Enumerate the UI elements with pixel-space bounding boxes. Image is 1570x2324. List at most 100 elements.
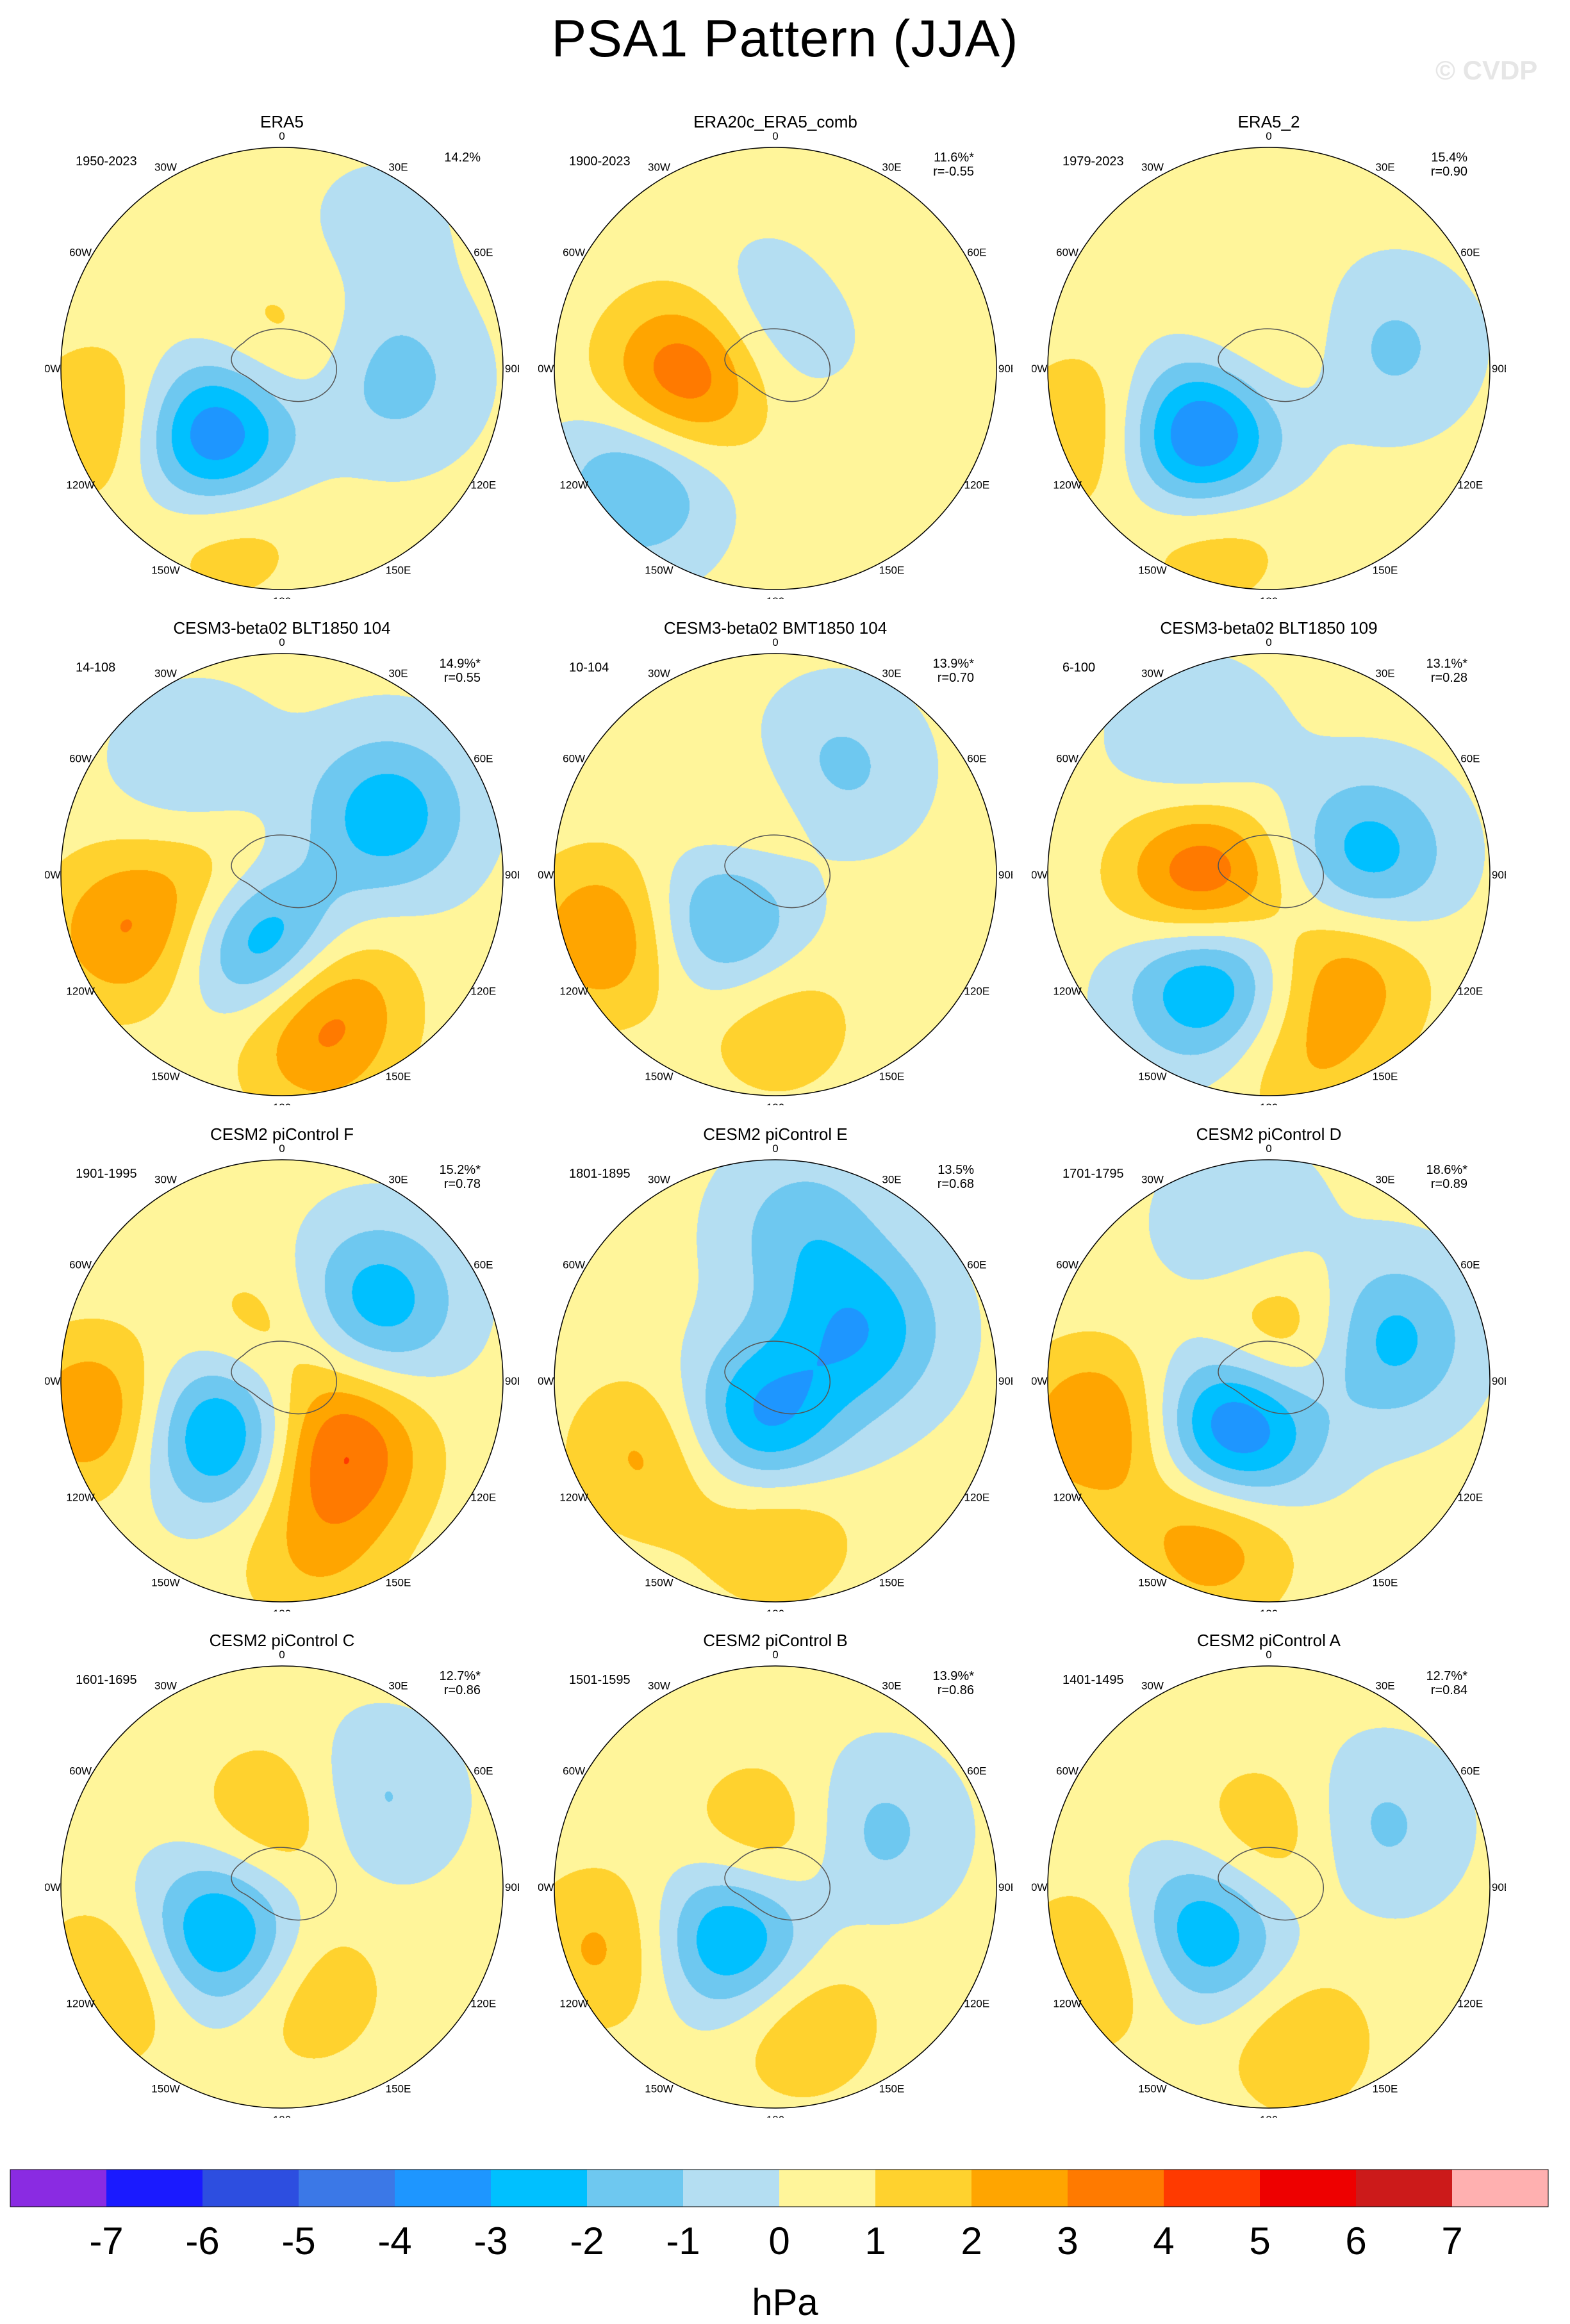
coastline xyxy=(724,1340,830,1415)
longitude-label: 30W xyxy=(648,1174,670,1186)
longitude-label: 0 xyxy=(279,636,285,648)
longitude-label: 60E xyxy=(1460,247,1480,259)
polar-map: 0 30E 60E 90E 120E 150E 180 150W 120W 90W 60W 30W xyxy=(1032,1142,1506,1611)
panel-period: 1979-2023 xyxy=(1062,154,1124,169)
longitude-label: 60E xyxy=(474,247,493,259)
longitude-label: 90E xyxy=(505,1375,519,1387)
longitude-label: 60W xyxy=(1056,753,1078,765)
longitude-label: 90E xyxy=(998,869,1012,881)
coastline xyxy=(724,834,830,909)
map-panel: CESM2 piControl F 1901-1995 15.2%* r=0.78 0 3… xyxy=(45,1125,519,1611)
longitude-label: 90E xyxy=(505,869,519,881)
panel-stats: 12.7%* r=0.86 xyxy=(440,1669,481,1697)
longitude-label: 60W xyxy=(69,753,92,765)
panel-correlation: r=0.86 xyxy=(937,1683,974,1697)
map-panel: CESM2 piControl A 1401-1495 12.7%* r=0.84 0 3… xyxy=(1032,1631,1506,2118)
field-contours xyxy=(1048,654,1490,1096)
colorbar-tick-label: 3 xyxy=(1057,2220,1078,2262)
colorbar-swatch xyxy=(875,2170,971,2207)
colorbar-units: hPa xyxy=(752,2282,818,2323)
longitude-label: 60E xyxy=(967,753,986,765)
longitude-label: 90W xyxy=(538,869,554,881)
longitude-label: 120E xyxy=(964,985,990,998)
coastline xyxy=(231,1847,337,1921)
longitude-label: 150E xyxy=(386,1576,411,1588)
longitude-label: 90E xyxy=(998,1881,1012,1893)
colorbar-swatch xyxy=(1068,2170,1164,2207)
longitude-label: 60W xyxy=(563,1765,585,1777)
longitude-label: 120E xyxy=(1458,479,1483,491)
map-border xyxy=(60,1665,504,2109)
colorbar-swatch xyxy=(683,2170,779,2207)
longitude-label: 150W xyxy=(1138,564,1166,576)
panel-title: CESM3-beta02 BLT1850 109 xyxy=(1160,618,1378,638)
longitude-label: 150E xyxy=(1373,1576,1398,1588)
panel-correlation: r=0.90 xyxy=(1430,165,1467,179)
longitude-label: 60W xyxy=(69,247,92,259)
longitude-label: 90E xyxy=(998,1375,1012,1387)
longitude-label: 120E xyxy=(1458,985,1483,998)
longitude-label: 90E xyxy=(505,363,519,375)
map-border xyxy=(1047,1665,1491,2109)
longitude-label: 30E xyxy=(388,1680,408,1692)
panel-stats: 14.9%* r=0.55 xyxy=(440,657,481,685)
panel-variance: 13.1%* xyxy=(1426,657,1468,671)
longitude-label: 90E xyxy=(1492,363,1506,375)
panel-title: CESM2 piControl F xyxy=(210,1125,354,1144)
longitude-label: 30W xyxy=(1141,668,1164,680)
colorbar-swatch xyxy=(1260,2170,1356,2207)
longitude-label: 0 xyxy=(1266,1142,1271,1155)
longitude-label: 30W xyxy=(648,161,670,174)
longitude-label: 120W xyxy=(559,479,588,491)
panel-stats: 13.9%* r=0.70 xyxy=(933,657,975,685)
longitude-label: 60E xyxy=(474,753,493,765)
longitude-label: 120E xyxy=(964,1998,990,2010)
longitude-label: 180 xyxy=(766,1608,784,1611)
panel-correlation: r=0.84 xyxy=(1430,1683,1467,1697)
longitude-label: 60W xyxy=(69,1765,92,1777)
longitude-label: 60W xyxy=(1056,1765,1078,1777)
field-contours xyxy=(554,654,996,1096)
colorbar-tick-label: -3 xyxy=(474,2220,508,2262)
colorbar-tick-label: 2 xyxy=(961,2220,982,2262)
longitude-label: 150W xyxy=(151,2082,179,2095)
longitude-label: 90W xyxy=(45,1375,60,1387)
longitude-label: 120W xyxy=(559,985,588,998)
panel-correlation: r=0.86 xyxy=(443,1683,481,1697)
longitude-label: 120W xyxy=(559,1998,588,2010)
panel-stats: 15.2%* r=0.78 xyxy=(440,1163,481,1191)
coastline xyxy=(1218,1340,1324,1415)
field-contours xyxy=(61,1666,503,2108)
colorbar-tick-label: -2 xyxy=(570,2220,604,2262)
longitude-label: 30E xyxy=(1375,1174,1394,1186)
panel-correlation: r=0.28 xyxy=(1430,671,1467,685)
longitude-label: 90W xyxy=(45,869,60,881)
panel-title: CESM2 piControl E xyxy=(703,1125,848,1144)
panel-variance: 13.9%* xyxy=(932,657,975,671)
longitude-label: 120W xyxy=(66,479,94,491)
colorbar-swatch xyxy=(779,2170,875,2207)
longitude-label: 150E xyxy=(1373,2082,1398,2095)
panel-period: 1401-1495 xyxy=(1062,1673,1124,1687)
longitude-label: 90E xyxy=(1492,1881,1506,1893)
panel-correlation: r=0.68 xyxy=(937,1177,974,1191)
longitude-label: 120W xyxy=(559,1492,588,1504)
longitude-label: 0 xyxy=(1266,636,1271,648)
coastline xyxy=(1218,1847,1324,1921)
longitude-label: 30W xyxy=(1141,1680,1164,1692)
longitude-label: 150E xyxy=(879,1576,905,1588)
longitude-label: 90W xyxy=(538,1375,554,1387)
polar-map: 0 30E 60E 90E 120E 150E 180 150W 120W 90W 60W 30W xyxy=(1032,636,1506,1105)
longitude-label: 150E xyxy=(386,2082,411,2095)
longitude-label: 150W xyxy=(151,564,179,576)
longitude-label: 150W xyxy=(645,564,673,576)
longitude-label: 90W xyxy=(538,363,554,375)
longitude-label: 150E xyxy=(879,1070,905,1082)
coastline xyxy=(1218,834,1324,909)
panel-period: 1801-1895 xyxy=(569,1167,631,1181)
longitude-label: 120W xyxy=(1053,985,1081,998)
panel-correlation: r=0.78 xyxy=(443,1177,481,1191)
longitude-label: 180 xyxy=(766,595,784,599)
longitude-label: 120E xyxy=(1458,1998,1483,2010)
panel-period: 10-104 xyxy=(569,661,609,675)
